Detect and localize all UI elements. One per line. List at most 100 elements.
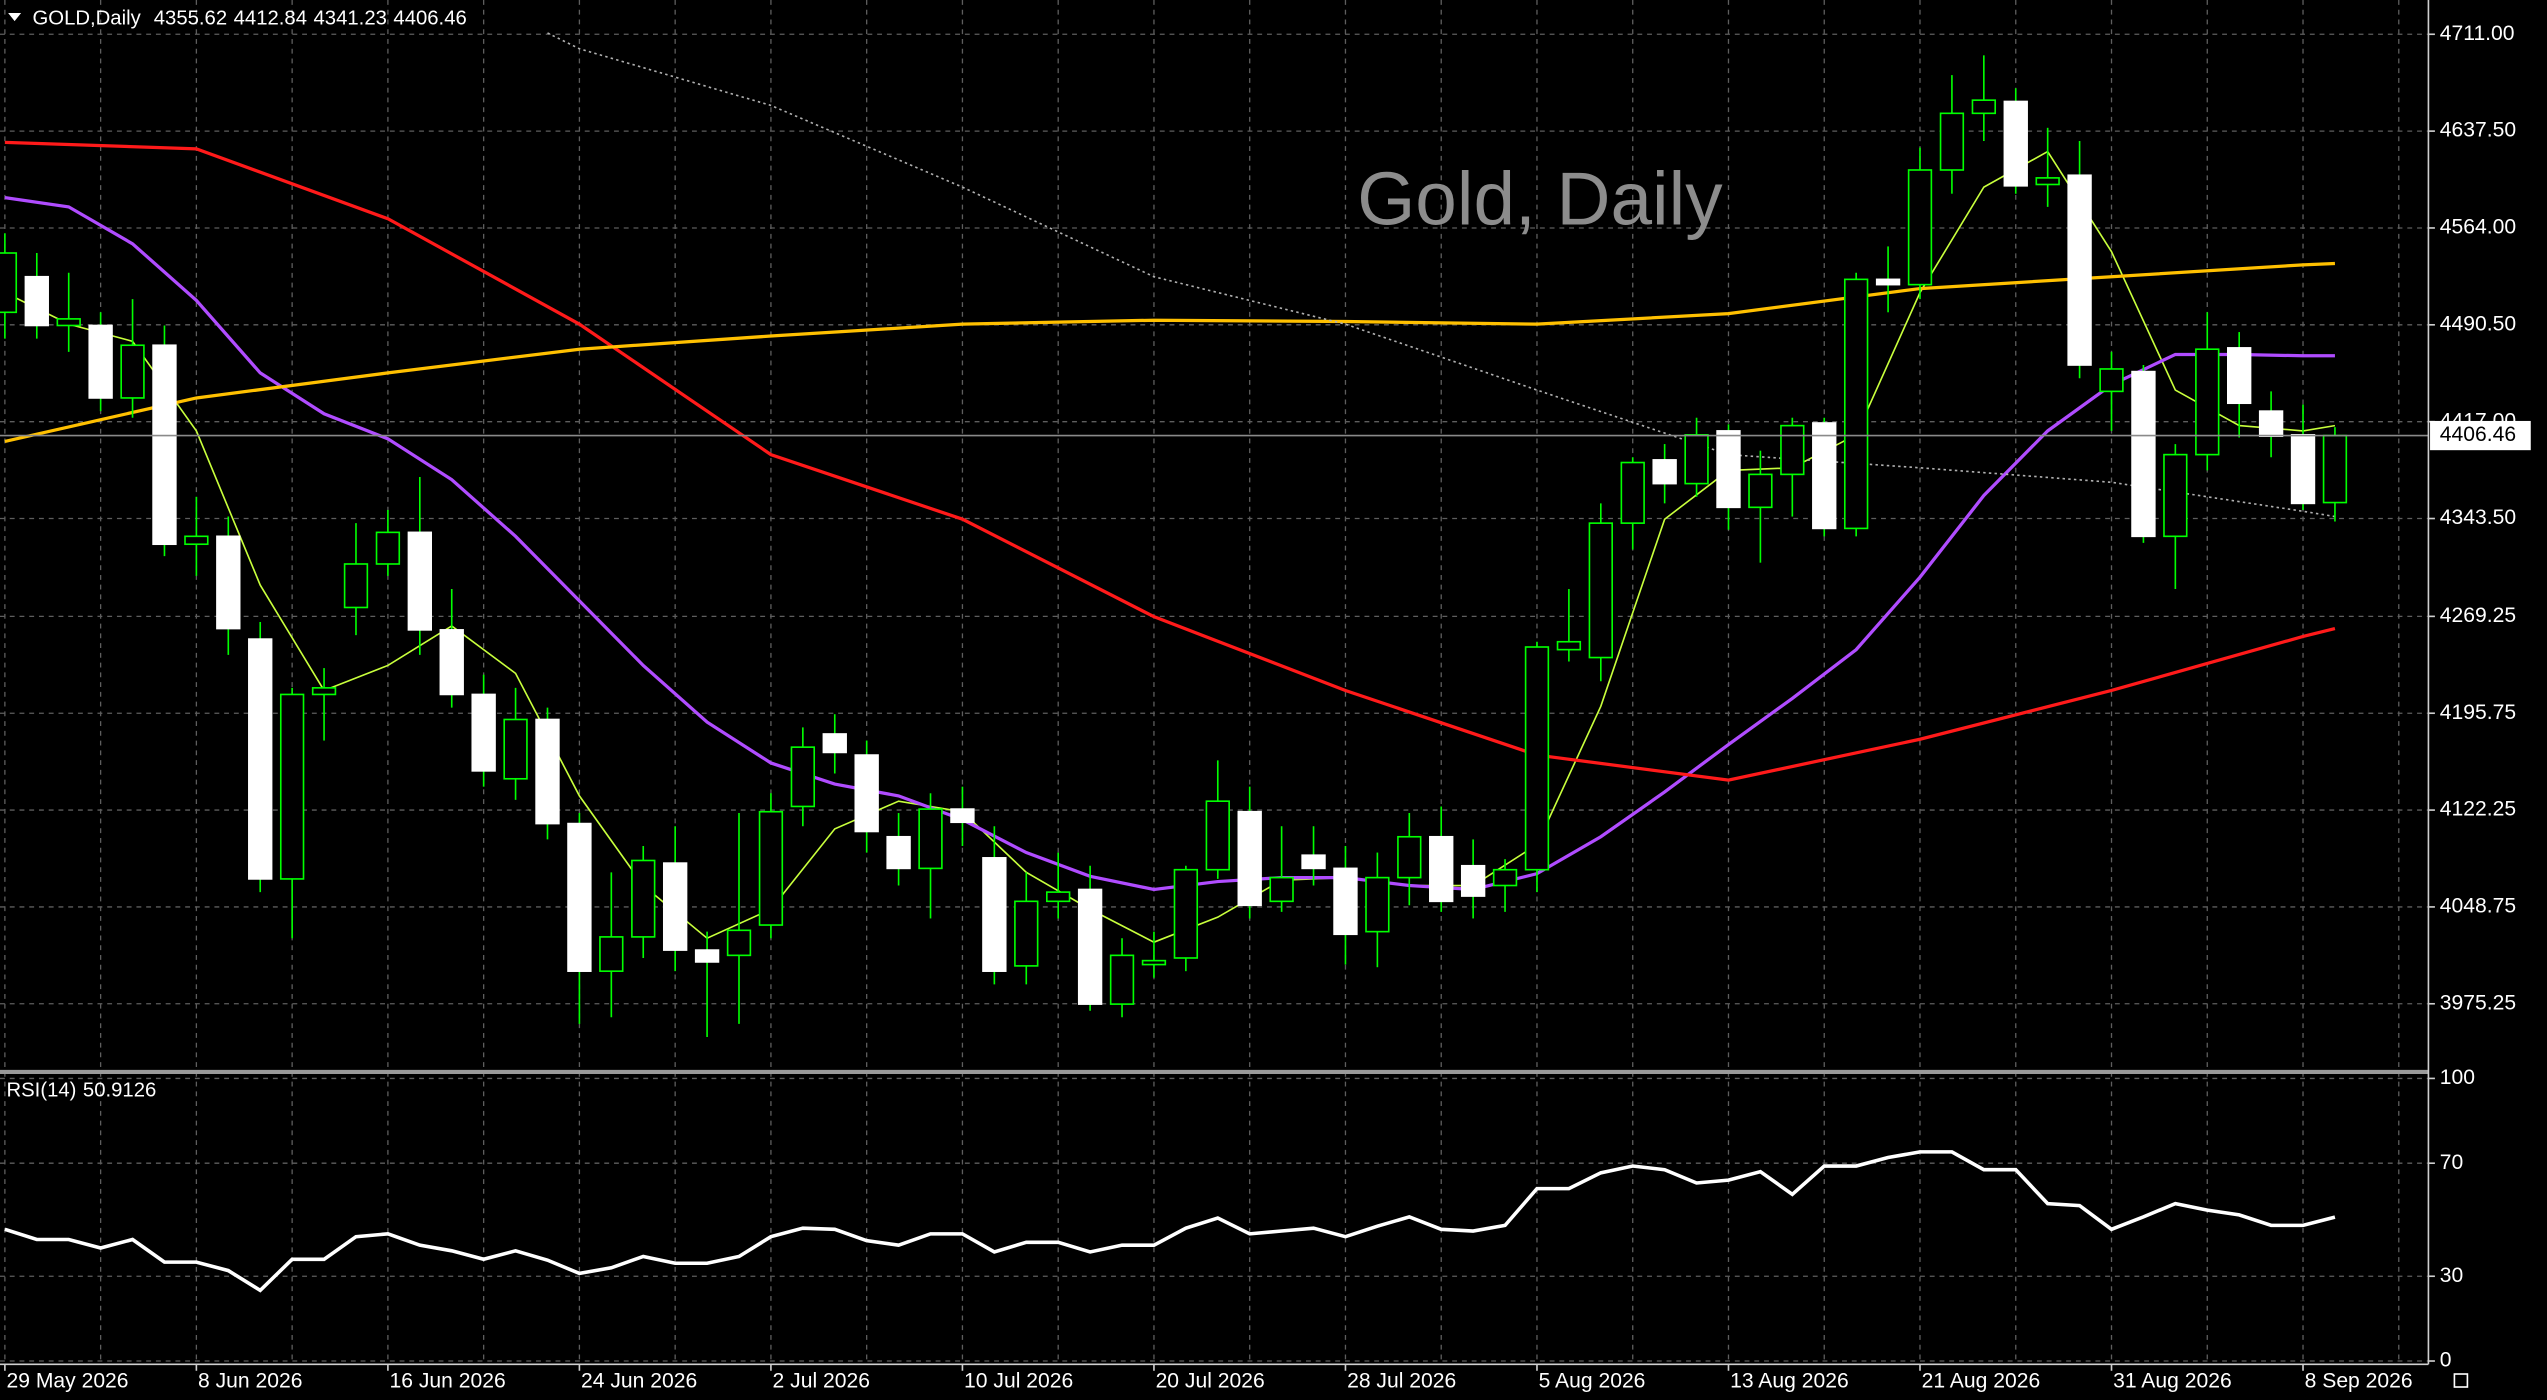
candle-body [1046,891,1071,903]
y-tick-label: 3975.25 [2440,991,2516,1014]
rsi-title: RSI(14) [6,1080,76,1102]
candle-body [311,687,337,696]
candle-body [822,733,847,754]
candle-body [1109,954,1135,1005]
candle-body [1875,278,1901,286]
x-tick-label: 16 Jun 2026 [390,1370,506,1393]
candle-body [567,822,592,972]
candle-body [184,535,209,546]
y-tick-label: 4637.50 [2440,119,2516,142]
candle-body [2163,453,2188,538]
candle-body [56,318,81,327]
y-tick-label: 4195.75 [2440,701,2516,724]
candle-body [471,693,496,772]
candle-body [631,859,656,938]
candle-body [535,718,560,825]
candle-body [439,629,464,696]
candle-body [1939,112,1965,171]
candle-body [0,252,18,314]
candle-body [1684,434,1709,485]
candle-body [152,344,177,546]
last-open: 4355.62 [154,8,227,30]
candle-body [726,929,752,957]
candle-body [407,531,432,631]
candle-body [2035,177,2060,186]
candle-body [694,949,720,963]
candle-body [2003,100,2028,187]
candle-body [1269,876,1294,903]
candle-body [2258,410,2284,437]
candle-body [758,810,784,926]
x-tick-label: 5 Aug 2026 [1539,1370,1646,1393]
candle-body [1971,99,1997,115]
x-tick-label: 28 Jul 2026 [1347,1370,1456,1393]
candle-body [2195,348,2220,456]
y-tick-label: 100 [2440,1066,2475,1089]
last-low: 4341.23 [314,8,387,30]
candle-body [1301,854,1326,870]
candle-body [886,835,911,870]
candle-body [2290,434,2316,505]
candle-body [1556,640,1582,651]
candle-body [503,718,528,780]
candle-body [1588,522,1613,659]
rsi-line [4,1150,2336,1293]
y-tick-label: 0 [2440,1349,2452,1372]
y-tick-label: 4490.50 [2440,312,2516,335]
x-tick-label: 8 Jun 2026 [198,1370,302,1393]
moving-average [4,140,2336,782]
candle-body [918,808,943,870]
candle-body [343,563,369,609]
candle-body [248,638,273,880]
candle-body [1843,278,1869,530]
x-tick-label: 2 Jul 2026 [773,1370,870,1393]
y-tick-label: 70 [2440,1151,2463,1174]
candle-body [1077,888,1103,1005]
candle-body [1748,473,1773,509]
candle-body [854,754,879,833]
candle-body [2227,347,2252,405]
y-tick-label: 4711.00 [2440,22,2515,45]
rsi-header: RSI(14) 50.9126 [6,1080,156,1102]
candle-body [1397,835,1422,879]
candle-body [2322,434,2348,504]
candle-body [599,936,624,972]
candle-body [1652,459,1677,485]
rsi-last-value: 50.9126 [83,1080,156,1102]
candle-body [24,275,49,327]
menu-triangle[interactable] [8,12,22,22]
x-tick-label: 8 Sep 2026 [2305,1370,2413,1393]
x-tick-label: 20 Jul 2026 [1156,1370,1265,1393]
candle-body [1812,422,1837,530]
last-high: 4412.84 [234,8,307,30]
x-tick-label: 21 Aug 2026 [1922,1370,2041,1393]
x-tick-label: 13 Aug 2026 [1730,1370,1849,1393]
candle-body [1173,868,1199,959]
candle-body [1716,430,1741,509]
candle-body [216,535,241,630]
x-tick-label: 29 May 2026 [6,1370,128,1393]
candle-body [982,857,1007,972]
candle-body [1460,864,1486,897]
y-tick-label: 4269.25 [2440,604,2516,627]
candle-body [662,862,688,951]
candle-body [1620,461,1645,524]
candle-body [2131,370,2156,538]
candle-body [1141,959,1167,966]
candle-body [88,324,113,399]
rsi-plot [4,1150,2336,1293]
candle-body [790,746,816,808]
candle-body [1524,646,1550,871]
candle-body [120,344,145,399]
x-tick-label: 31 Aug 2026 [2113,1370,2232,1393]
candle-body [950,808,975,824]
candle-body [375,531,401,565]
candle-body [1780,424,1805,476]
candle-body [279,693,305,880]
candle-body [1014,900,1039,967]
last-price-label: 4406.46 [2440,423,2516,446]
candle-body [1365,876,1390,933]
